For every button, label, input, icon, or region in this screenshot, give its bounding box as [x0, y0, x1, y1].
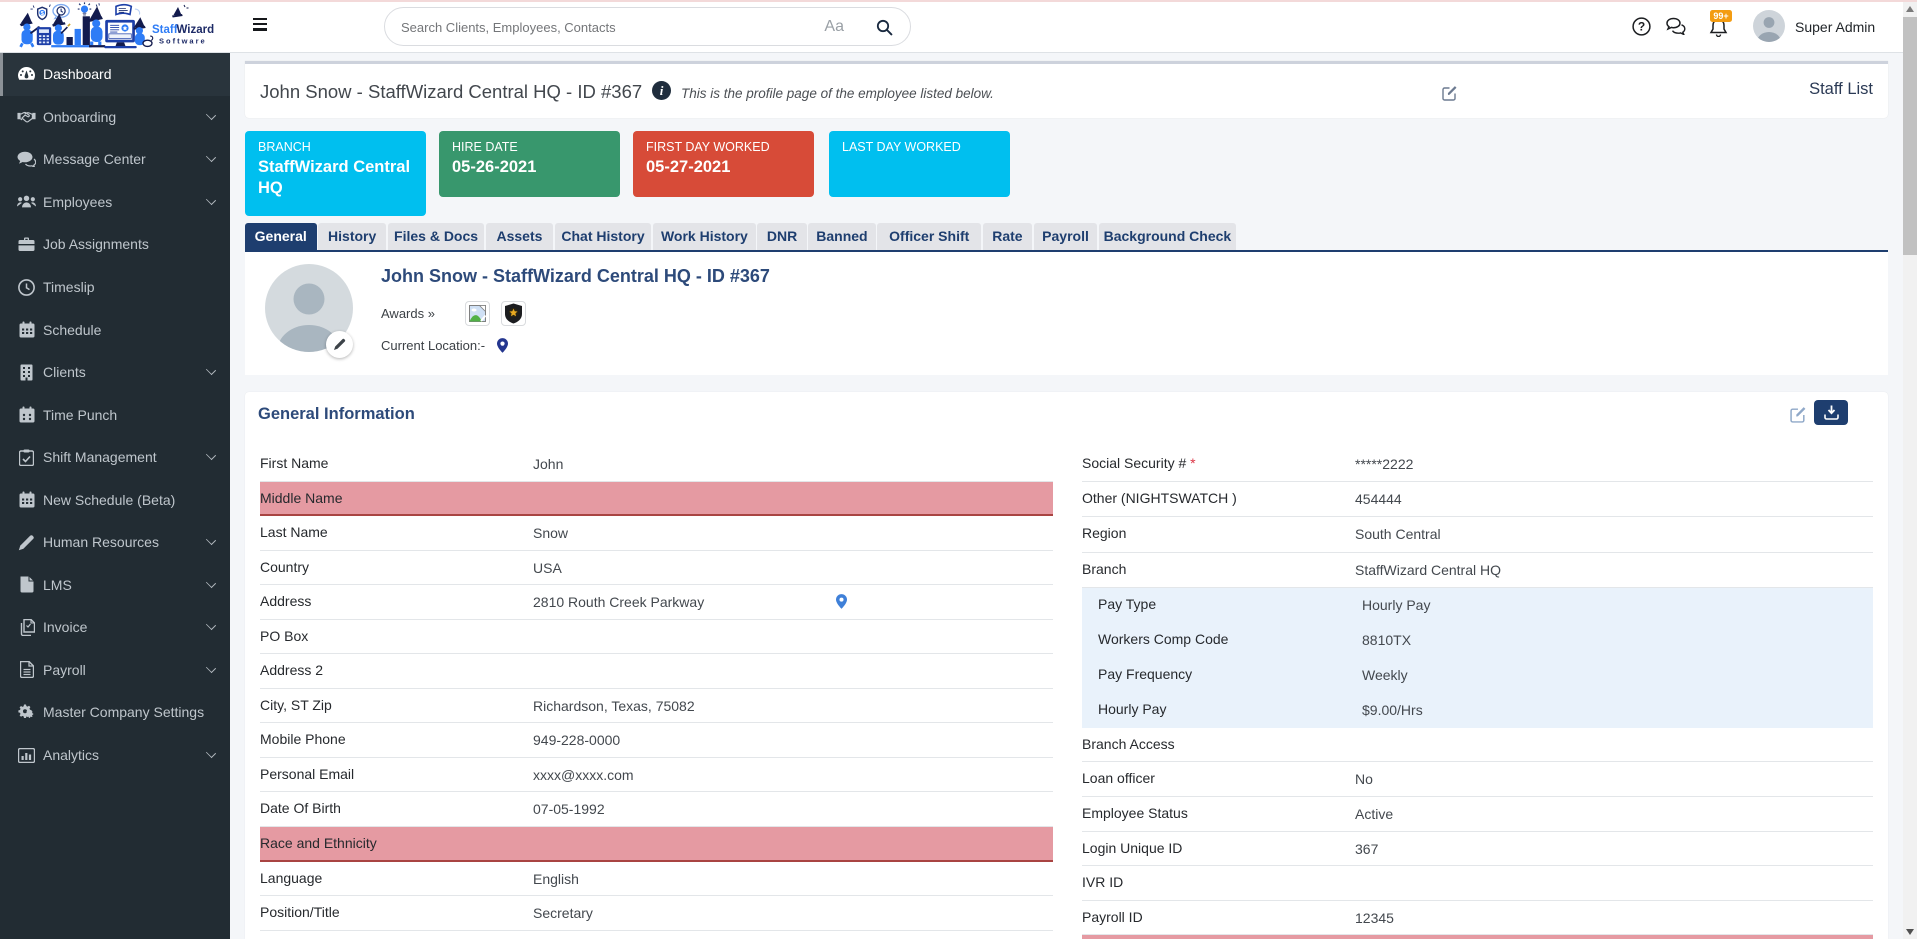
svg-text:Software: Software [159, 37, 207, 46]
svg-text:?: ? [1638, 20, 1645, 34]
svg-text:Wizard: Wizard [177, 24, 215, 36]
svg-text:Staff: Staff [152, 24, 178, 36]
svg-text:$: $ [41, 11, 45, 17]
